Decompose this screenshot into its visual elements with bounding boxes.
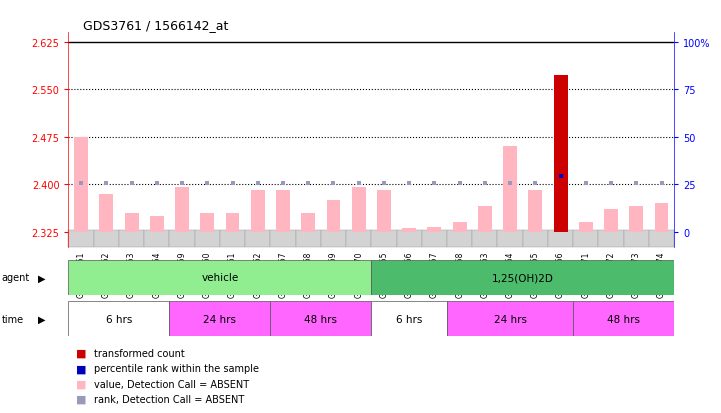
Bar <box>579 223 593 232</box>
FancyBboxPatch shape <box>624 231 649 248</box>
FancyBboxPatch shape <box>447 231 472 248</box>
Text: ■: ■ <box>76 379 87 389</box>
Text: 48 hrs: 48 hrs <box>304 314 337 324</box>
FancyBboxPatch shape <box>94 231 119 248</box>
FancyBboxPatch shape <box>195 231 220 248</box>
Bar <box>629 207 643 232</box>
Text: vehicle: vehicle <box>201 273 239 283</box>
Bar <box>125 213 138 232</box>
Text: time: time <box>1 314 24 324</box>
Bar <box>604 210 618 232</box>
Bar <box>453 223 466 232</box>
Bar <box>655 204 668 232</box>
Bar <box>99 194 113 232</box>
FancyBboxPatch shape <box>321 231 346 248</box>
Text: GDS3761 / 1566142_at: GDS3761 / 1566142_at <box>83 19 229 31</box>
FancyBboxPatch shape <box>573 231 598 248</box>
Text: ■: ■ <box>76 348 87 358</box>
Bar <box>528 191 542 232</box>
Text: ■: ■ <box>76 363 87 373</box>
Bar <box>371 260 674 295</box>
Bar <box>554 76 567 232</box>
Text: value, Detection Call = ABSENT: value, Detection Call = ABSENT <box>94 379 249 389</box>
FancyBboxPatch shape <box>68 231 94 248</box>
Text: ▶: ▶ <box>37 273 45 283</box>
FancyBboxPatch shape <box>472 231 497 248</box>
FancyBboxPatch shape <box>245 231 270 248</box>
Bar <box>503 147 517 232</box>
FancyBboxPatch shape <box>346 231 371 248</box>
Bar <box>402 229 416 232</box>
FancyBboxPatch shape <box>220 231 245 248</box>
Bar <box>150 216 164 232</box>
FancyBboxPatch shape <box>119 231 144 248</box>
Text: 24 hrs: 24 hrs <box>494 314 526 324</box>
Bar <box>371 301 447 337</box>
Bar <box>301 213 315 232</box>
Text: 24 hrs: 24 hrs <box>203 314 236 324</box>
Bar <box>276 191 290 232</box>
Text: transformed count: transformed count <box>94 348 185 358</box>
Bar <box>200 213 214 232</box>
Text: rank, Detection Call = ABSENT: rank, Detection Call = ABSENT <box>94 394 244 404</box>
Bar <box>68 260 371 295</box>
Bar <box>352 188 366 232</box>
Bar <box>169 301 270 337</box>
FancyBboxPatch shape <box>422 231 447 248</box>
Bar <box>377 191 391 232</box>
FancyBboxPatch shape <box>523 231 548 248</box>
FancyBboxPatch shape <box>144 231 169 248</box>
Bar <box>270 301 371 337</box>
FancyBboxPatch shape <box>169 231 195 248</box>
FancyBboxPatch shape <box>497 231 523 248</box>
Bar <box>573 301 674 337</box>
Text: ▶: ▶ <box>37 314 45 324</box>
Bar <box>428 227 441 232</box>
FancyBboxPatch shape <box>296 231 321 248</box>
Bar <box>226 213 239 232</box>
FancyBboxPatch shape <box>371 231 397 248</box>
Bar <box>554 76 567 232</box>
Bar <box>175 188 189 232</box>
FancyBboxPatch shape <box>397 231 422 248</box>
Text: agent: agent <box>1 273 30 283</box>
FancyBboxPatch shape <box>548 231 573 248</box>
Text: 6 hrs: 6 hrs <box>396 314 423 324</box>
Text: 6 hrs: 6 hrs <box>106 314 132 324</box>
FancyBboxPatch shape <box>649 231 674 248</box>
Text: ■: ■ <box>76 394 87 404</box>
Bar <box>478 207 492 232</box>
Text: percentile rank within the sample: percentile rank within the sample <box>94 363 259 373</box>
Bar <box>68 301 169 337</box>
Bar <box>74 137 88 232</box>
FancyBboxPatch shape <box>270 231 296 248</box>
Bar <box>327 200 340 232</box>
FancyBboxPatch shape <box>598 231 624 248</box>
Bar <box>447 301 573 337</box>
Text: 48 hrs: 48 hrs <box>607 314 640 324</box>
Bar <box>251 191 265 232</box>
Text: 1,25(OH)2D: 1,25(OH)2D <box>492 273 554 283</box>
